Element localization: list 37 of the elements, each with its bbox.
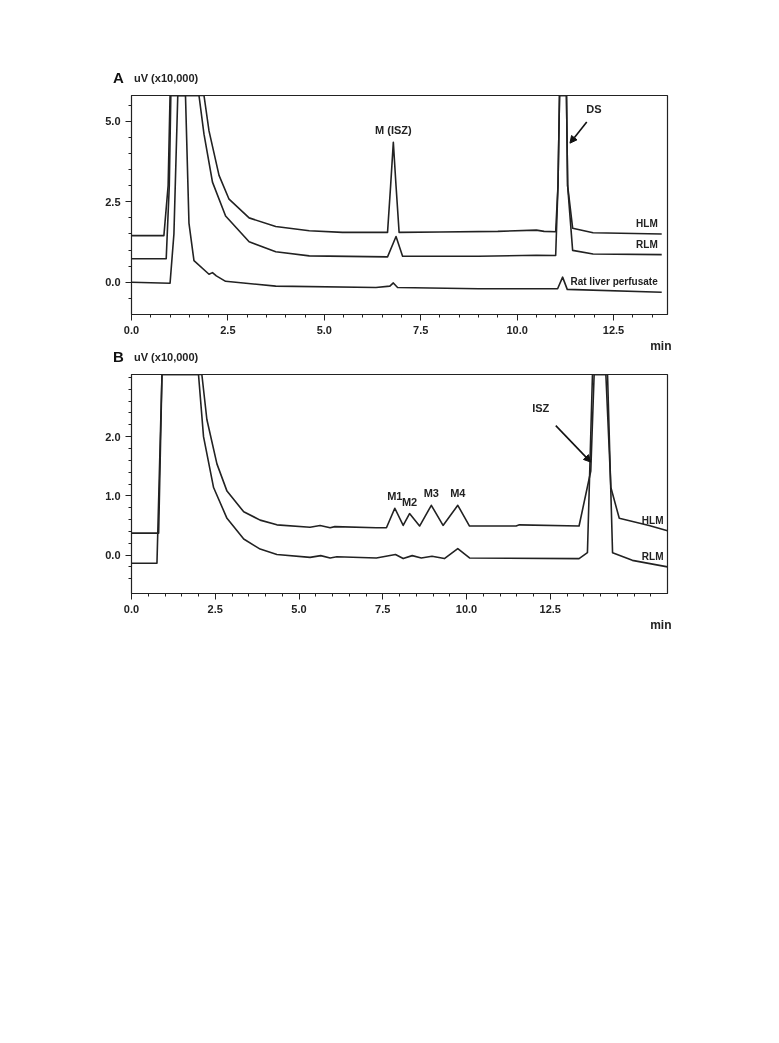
x-tick-label: 0.0 <box>123 323 140 336</box>
series-label: RLM <box>636 238 658 250</box>
x-axis-title: min <box>650 338 672 353</box>
annotation: M2 <box>401 495 418 508</box>
annotation: M1 <box>387 490 403 503</box>
x-tick-label: 5.0 <box>291 602 307 615</box>
x-tick-label: 5.0 <box>316 323 332 336</box>
y-axis-title: uV (x10,000) <box>134 350 199 366</box>
y-axis-title: uV (x10,000) <box>134 71 199 87</box>
series-label: HLM <box>641 514 664 526</box>
series-label: RLM <box>641 550 664 562</box>
x-tick-label: 2.5 <box>207 602 223 615</box>
chart-title: B <box>113 346 124 367</box>
x-tick-label: 12.5 <box>602 323 625 336</box>
x-tick-label: 0.0 <box>123 602 140 615</box>
x-axis-title: min <box>650 617 672 632</box>
x-tick-label: 7.5 <box>413 323 429 336</box>
annotation: ISZ <box>532 402 550 415</box>
x-tick-label: 10.0 <box>506 323 528 336</box>
y-tick-label: 2.5 <box>105 195 121 208</box>
y-tick-label: 1.0 <box>105 489 121 502</box>
y-tick-label: 0.0 <box>105 276 121 289</box>
y-tick-label: 5.0 <box>105 115 121 128</box>
chart-title: A <box>113 67 124 88</box>
annotation: M (ISZ) <box>375 124 412 137</box>
y-tick-label: 2.0 <box>105 430 121 443</box>
series-label: HLM <box>636 217 658 229</box>
y-tick-label: 0.0 <box>105 549 121 562</box>
x-tick-label: 2.5 <box>220 323 236 336</box>
annotation: M4 <box>450 487 467 500</box>
x-tick-label: 12.5 <box>539 602 561 615</box>
x-tick-label: 10.0 <box>455 602 478 615</box>
series-label: Rat liver perfusate <box>570 276 659 288</box>
annotation: M3 <box>423 487 439 500</box>
annotation: DS <box>586 103 602 116</box>
line-series <box>131 374 668 568</box>
x-tick-label: 7.5 <box>375 602 391 615</box>
